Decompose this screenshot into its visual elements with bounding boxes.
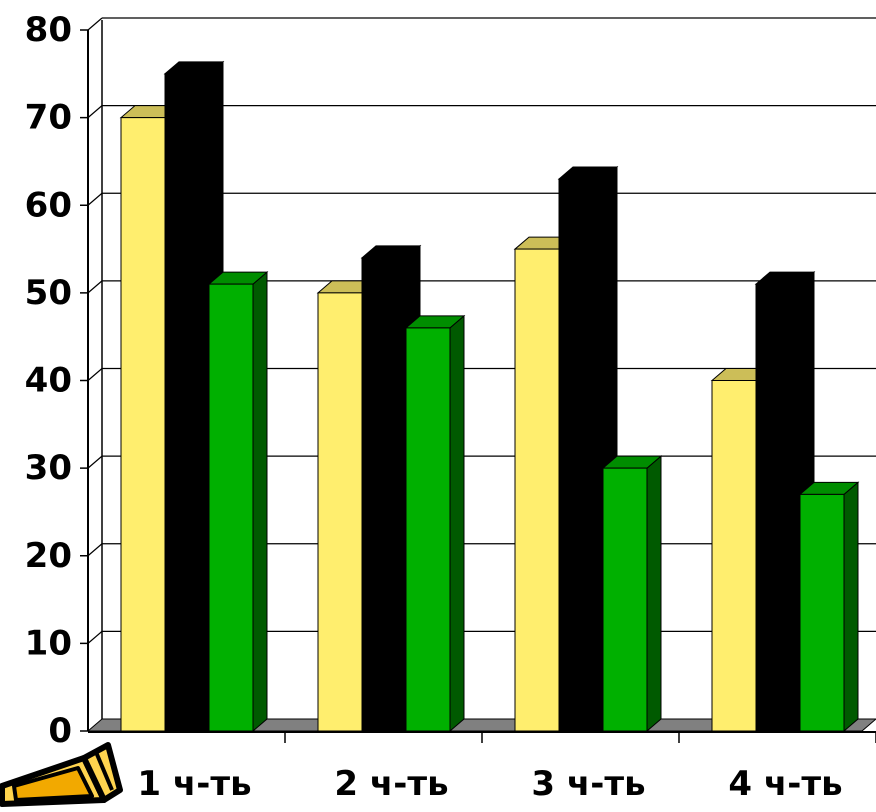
gridline-side	[87, 280, 103, 294]
bar-front	[361, 257, 407, 732]
y-tick-label: 20	[25, 536, 72, 576]
gridline-side	[87, 455, 103, 469]
gridline-side	[87, 192, 103, 206]
bar-front	[558, 178, 604, 732]
bar-front	[164, 73, 210, 732]
gridline-side	[87, 17, 103, 31]
y-tick-label: 0	[48, 711, 72, 751]
x-category-label: 1 ч-ть	[137, 764, 251, 804]
pencil-icon	[0, 742, 123, 807]
x-category-label: 2 ч-ть	[334, 764, 448, 804]
bar-front	[514, 248, 560, 732]
bar-side	[449, 314, 465, 733]
labels-layer: 0 10 20 30 40 50 60 70 80 1 ч-ть 2 ч-ть 3 ч-ть 4 ч-т…	[25, 10, 843, 804]
y-tick-label: 60	[25, 185, 72, 225]
bar-front	[405, 327, 451, 732]
bar-front	[120, 117, 166, 732]
gridline-side	[87, 368, 103, 381]
y-tick-label: 10	[25, 623, 72, 663]
bar-side	[252, 271, 268, 733]
bar	[404, 314, 466, 733]
bar-front	[799, 493, 845, 732]
bar-front	[755, 283, 801, 732]
bar-front	[711, 380, 757, 732]
gridline-side	[87, 105, 103, 119]
y-tick-label: 30	[25, 448, 72, 488]
bar-front	[602, 467, 648, 732]
axis-layer	[80, 29, 876, 743]
gridline-side	[87, 543, 103, 557]
bar	[601, 455, 663, 733]
y-tick-label: 70	[25, 98, 72, 138]
bars-layer	[119, 60, 860, 733]
y-tick-label: 40	[25, 361, 72, 401]
y-tick-label: 80	[25, 10, 72, 50]
x-category-label: 3 ч-ть	[531, 764, 645, 804]
bar-front	[208, 283, 254, 732]
bar-side	[843, 481, 859, 733]
bar	[798, 481, 860, 733]
y-tick-label: 50	[25, 273, 72, 313]
bar-side	[646, 455, 662, 733]
bar	[207, 271, 269, 733]
gridline-side	[87, 630, 103, 644]
x-category-label: 4 ч-ть	[728, 764, 842, 804]
bar-front	[317, 292, 363, 732]
